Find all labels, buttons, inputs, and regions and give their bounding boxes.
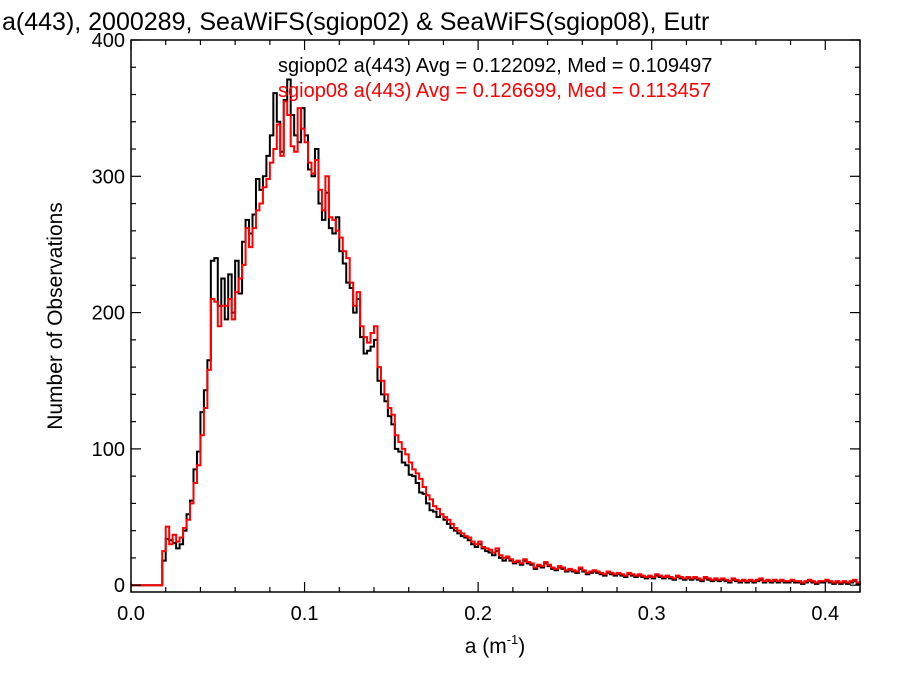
chart-title: a(443), 2000289, SeaWiFS(sgiop02) & SeaW… [2, 8, 709, 36]
y-axis-label: Number of Observations [44, 202, 67, 430]
axis-ticks: 0.0 0.1 0.2 0.3 0.4 0 100 200 300 400 [92, 30, 861, 625]
y-tick-label: 100 [92, 439, 125, 461]
legend-sgiop08: sgiop08 a(443) Avg = 0.126699, Med = 0.1… [278, 80, 711, 102]
x-axis-label: a (m-1) [465, 632, 526, 658]
y-tick-label: 0 [114, 575, 125, 597]
x-tick-label: 0.4 [811, 603, 839, 625]
series-line-sgiop02 [131, 78, 861, 587]
x-tick-label: 0.1 [291, 603, 319, 625]
series-line-sgiop08 [131, 100, 861, 587]
y-tick-label: 200 [92, 303, 125, 325]
y-tick-label: 300 [92, 166, 125, 188]
plot-frame [130, 39, 861, 593]
x-tick-label: 0.2 [464, 603, 492, 625]
y-tick-label: 400 [92, 30, 125, 52]
x-tick-label: 0.3 [638, 603, 666, 625]
plot-series [131, 78, 861, 587]
legend-sgiop02: sgiop02 a(443) Avg = 0.122092, Med = 0.1… [278, 55, 712, 77]
x-tick-label: 0.0 [117, 603, 145, 625]
